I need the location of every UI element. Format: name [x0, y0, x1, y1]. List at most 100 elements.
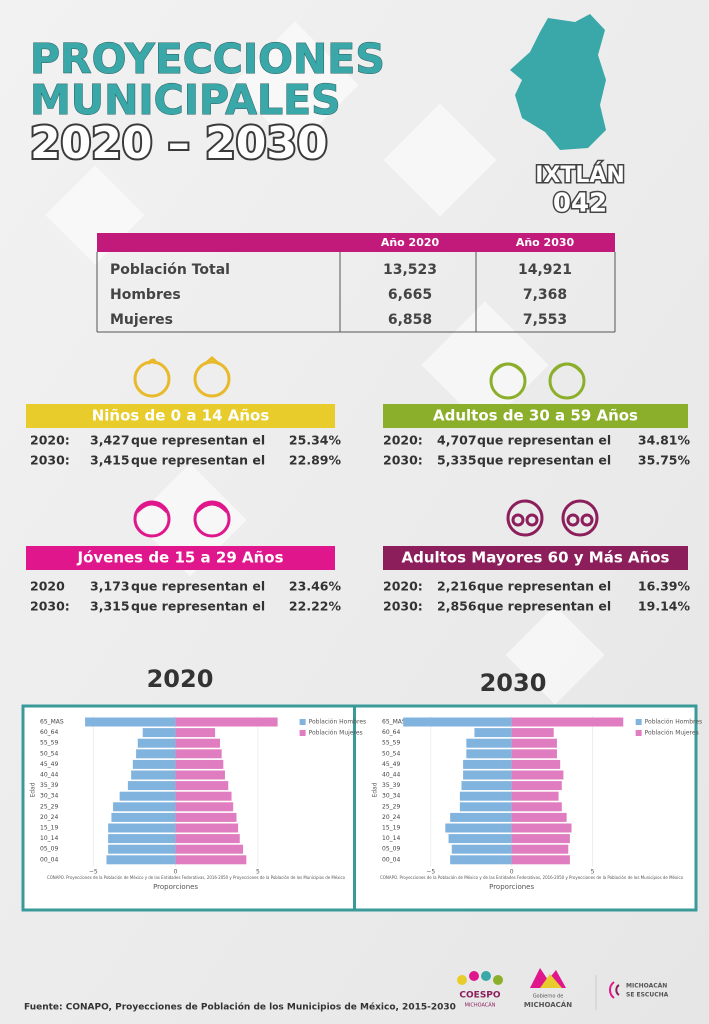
- bar: [119, 791, 176, 801]
- row-percent: 22.89%: [289, 453, 342, 468]
- row-percent: 34.81%: [638, 433, 691, 448]
- bar: [511, 770, 564, 780]
- bar: [511, 759, 561, 769]
- row-percent: 22.22%: [289, 599, 342, 614]
- row-text: que representan el: [477, 453, 611, 468]
- row-text: que representan el: [131, 579, 265, 594]
- bar: [127, 781, 176, 791]
- y-tick-label: 45_49: [382, 761, 400, 768]
- bar: [463, 759, 512, 769]
- x-tick-label: −5: [426, 868, 435, 875]
- y-tick-label: 05_09: [382, 846, 400, 853]
- bar: [111, 812, 176, 822]
- y-tick-label: 20_24: [382, 814, 400, 821]
- section-title: Niños de 0 a 14 Años: [92, 407, 270, 425]
- chart-title: 2020: [147, 665, 214, 693]
- row-percent: 16.39%: [638, 579, 691, 594]
- section-title: Jóvenes de 15 a 29 Años: [76, 549, 283, 567]
- bar: [511, 781, 562, 791]
- x-axis-label: Proporciones: [489, 883, 534, 891]
- bar: [175, 834, 240, 844]
- y-tick-label: 40_44: [40, 772, 58, 779]
- bar: [175, 749, 222, 759]
- legend-swatch: [635, 730, 642, 736]
- logo-coespo: COESPO MICHOACÁN: [457, 971, 503, 1009]
- cell-value: 6,858: [388, 312, 432, 328]
- row-value: 2,216: [437, 579, 477, 594]
- title-years: 2020 – 2030: [30, 118, 328, 169]
- y-tick-label: 20_24: [40, 814, 58, 821]
- logo-text: Gobierno de: [533, 994, 564, 1000]
- bar: [132, 759, 176, 769]
- y-tick-label: 65_MAS: [382, 719, 406, 726]
- bar: [511, 812, 567, 822]
- row-year: 2020:: [383, 433, 423, 448]
- row-percent: 25.34%: [289, 433, 342, 448]
- title-line: PROYECCIONES: [30, 35, 385, 83]
- title-line: MUNICIPALES: [30, 76, 341, 124]
- bar: [459, 791, 512, 801]
- y-tick-label: 00_04: [382, 856, 400, 863]
- section-title: Adultos Mayores 60 y Más Años: [401, 549, 669, 567]
- bar: [511, 823, 572, 833]
- x-tick-label: 5: [256, 868, 260, 875]
- row-percent: 35.75%: [638, 453, 691, 468]
- bar: [450, 855, 512, 865]
- logo-text: MICHOACÁN: [626, 983, 667, 990]
- municipality-code: 042: [553, 189, 607, 219]
- source: Fuente: CONAPO, Proyecciones de Població…: [24, 1002, 456, 1013]
- cell-value: 7,553: [523, 312, 567, 328]
- y-tick-label: 50_54: [382, 750, 400, 757]
- children-icons: [133, 356, 231, 398]
- y-tick-label: 50_54: [40, 750, 58, 757]
- x-tick-label: 0: [510, 868, 514, 875]
- row-value: 3,415: [90, 453, 130, 468]
- municipality-name: IXTLÁN: [535, 162, 625, 188]
- bar: [466, 738, 512, 748]
- y-tick-label: 65_MAS: [40, 719, 64, 726]
- bar: [511, 855, 570, 865]
- legend-label: Población Mujeres: [309, 730, 363, 737]
- row-label: Hombres: [110, 287, 181, 303]
- y-axis-label: Edad: [372, 782, 379, 797]
- y-tick-label: 40_44: [382, 772, 400, 779]
- section-banner: [26, 404, 335, 428]
- bar: [445, 823, 512, 833]
- row-text: que representan el: [477, 579, 611, 594]
- bar: [466, 749, 512, 759]
- cell-value: 7,368: [523, 287, 567, 303]
- youth-icons: [133, 500, 231, 538]
- bar: [463, 770, 512, 780]
- row-value: 5,335: [437, 453, 477, 468]
- y-tick-label: 25_29: [382, 803, 400, 810]
- row-year: 2020:: [383, 579, 423, 594]
- bar: [175, 791, 232, 801]
- row-text: que representan el: [131, 453, 265, 468]
- legend-swatch: [635, 719, 642, 725]
- legend-swatch: [299, 730, 306, 736]
- bar: [175, 823, 239, 833]
- table-header: [97, 233, 615, 252]
- row-label: Población Total: [110, 262, 230, 278]
- logo-text: COESPO: [459, 991, 500, 1001]
- bar: [511, 738, 557, 748]
- section-banner: [26, 546, 335, 570]
- y-tick-label: 30_34: [382, 793, 400, 800]
- bar: [448, 834, 512, 844]
- chart-title: 2030: [480, 669, 547, 697]
- row-label: Mujeres: [110, 312, 173, 328]
- row-text: que representan el: [131, 433, 265, 448]
- y-tick-label: 45_49: [40, 761, 58, 768]
- x-axis-label: Proporciones: [153, 883, 198, 891]
- legend-swatch: [299, 719, 306, 725]
- bar: [474, 728, 512, 738]
- section-title: Adultos de 30 a 59 Años: [433, 407, 638, 425]
- row-value: 3,427: [90, 433, 130, 448]
- y-tick-label: 15_19: [382, 825, 400, 832]
- x-tick-label: 5: [591, 868, 595, 875]
- bar: [175, 728, 216, 738]
- bar: [175, 738, 221, 748]
- row-value: 2,856: [437, 599, 477, 614]
- row-text: que representan el: [477, 599, 611, 614]
- bar: [108, 844, 176, 854]
